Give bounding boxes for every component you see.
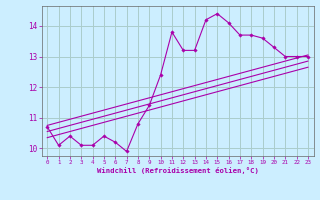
X-axis label: Windchill (Refroidissement éolien,°C): Windchill (Refroidissement éolien,°C) [97, 167, 259, 174]
